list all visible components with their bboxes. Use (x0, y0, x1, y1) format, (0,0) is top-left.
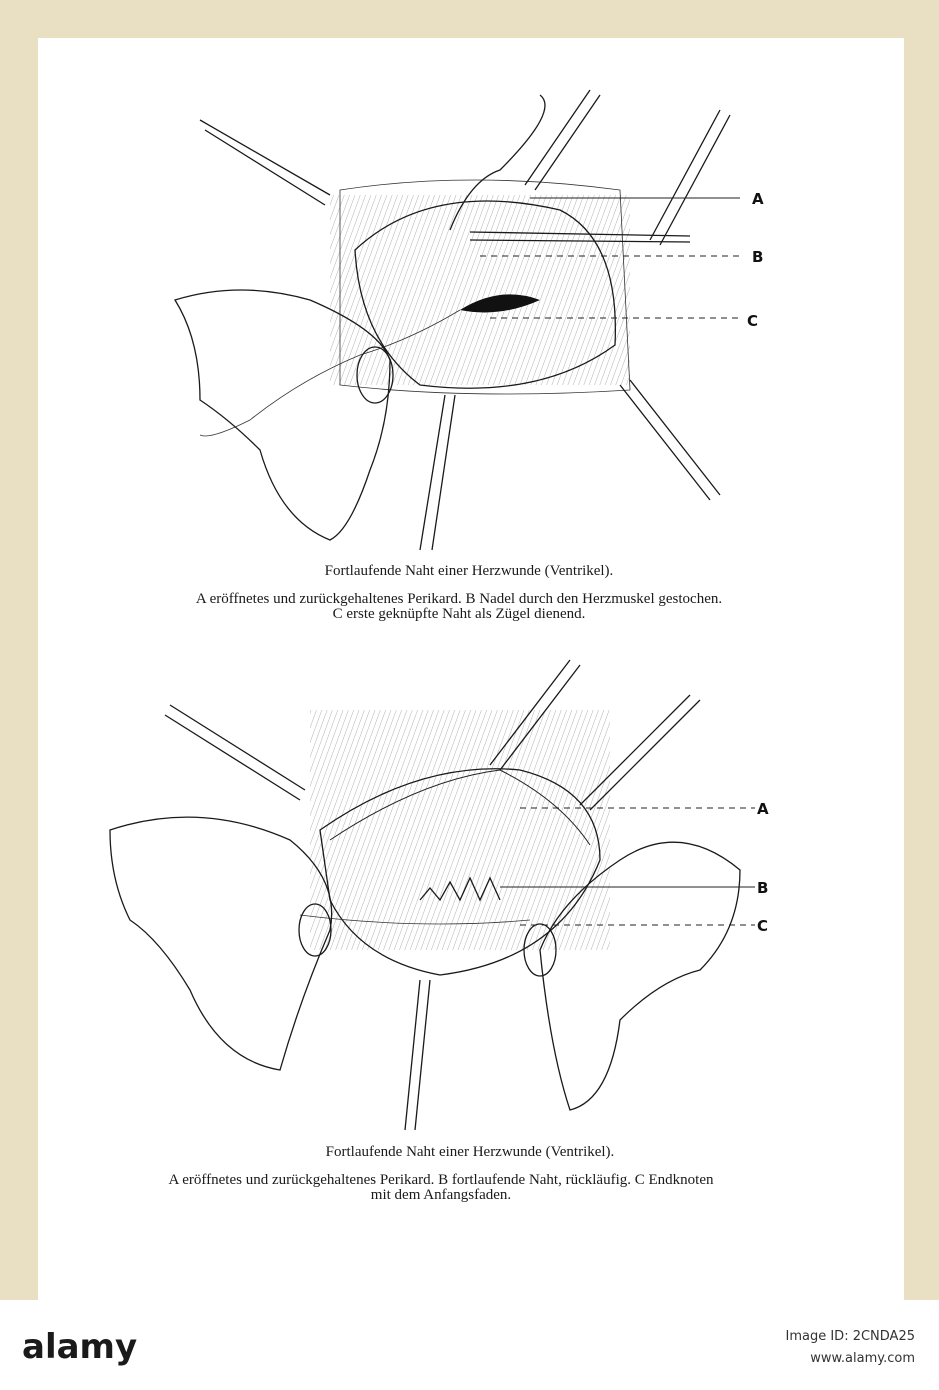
forceps (419, 394, 456, 551)
thumb (356, 346, 394, 404)
caption-line: A eröffnetes und zurückgehaltenes Perika… (169, 1172, 714, 1188)
forceps (404, 979, 431, 1131)
pericardium (329, 769, 591, 846)
forceps (164, 704, 306, 801)
label: C (757, 917, 768, 935)
pericardium (339, 179, 631, 395)
label: A (757, 800, 769, 818)
forceps (579, 694, 701, 811)
watermark-url: www.alamy.com (810, 1351, 915, 1366)
caption-line: mit dem Anfangsfaden. (371, 1187, 511, 1203)
illustration-1: A B C (174, 89, 764, 551)
forceps (199, 119, 331, 206)
hand (109, 816, 333, 1071)
forceps (489, 659, 581, 771)
forceps (619, 379, 721, 501)
label: B (757, 879, 768, 897)
hand (174, 289, 391, 541)
thumb (298, 903, 332, 957)
label: B (752, 248, 763, 266)
tissue (310, 710, 610, 950)
caption-title: Fortlaufende Naht einer Herzwunde (Ventr… (326, 1144, 615, 1160)
tissue (330, 195, 630, 385)
caption-line: C erste geknüpfte Naht als Zügel dienend… (333, 606, 586, 622)
caption-title: Fortlaufende Naht einer Herzwunde (Ventr… (325, 563, 614, 579)
illustration-2: A B C (109, 659, 769, 1131)
forceps (649, 109, 731, 246)
thumb (523, 923, 557, 977)
forceps (524, 89, 601, 191)
thread (199, 309, 461, 437)
watermark-strip (0, 1300, 939, 1390)
hand (539, 841, 741, 1111)
suture (419, 876, 501, 902)
watermark-id: Image ID: 2CNDA25 (786, 1329, 916, 1344)
heart (354, 200, 617, 389)
wound (460, 294, 540, 313)
caption-line: A eröffnetes und zurückgehaltenes Perika… (196, 591, 722, 607)
heart (319, 768, 601, 976)
label: A (752, 190, 764, 208)
watermark-logo: alamy (22, 1327, 137, 1367)
thread (449, 94, 546, 231)
needle-holder (469, 231, 691, 243)
label: C (747, 312, 758, 330)
